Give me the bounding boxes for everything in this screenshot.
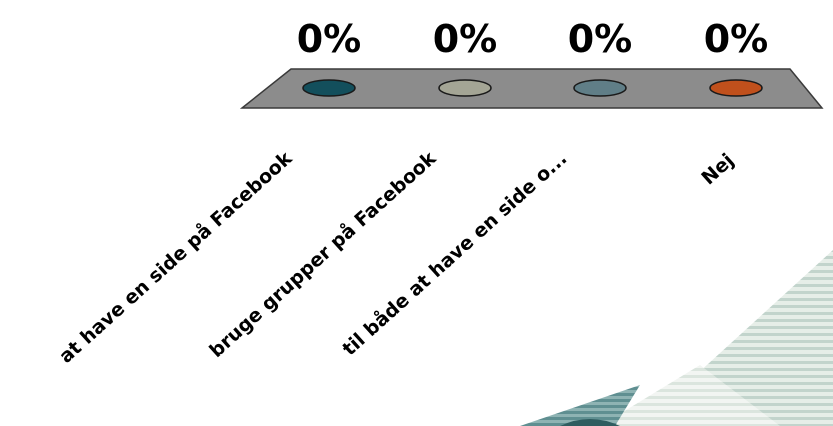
category-label-2: bruge grupper på Facebook [204,146,441,362]
category-label-3: til både at have en side o... [337,146,571,360]
category-label-1: at have en side på Facebook [54,146,297,368]
bar-2 [439,80,491,96]
value-label-3: 0% [568,17,633,61]
value-label-1: 0% [297,17,362,61]
background-decoration [520,250,833,426]
bar-1 [303,80,355,96]
value-label-4: 0% [704,17,769,61]
bar-3 [574,80,626,96]
category-label-4: Nej [697,149,738,189]
bar-4 [710,80,762,96]
value-label-2: 0% [433,17,498,61]
